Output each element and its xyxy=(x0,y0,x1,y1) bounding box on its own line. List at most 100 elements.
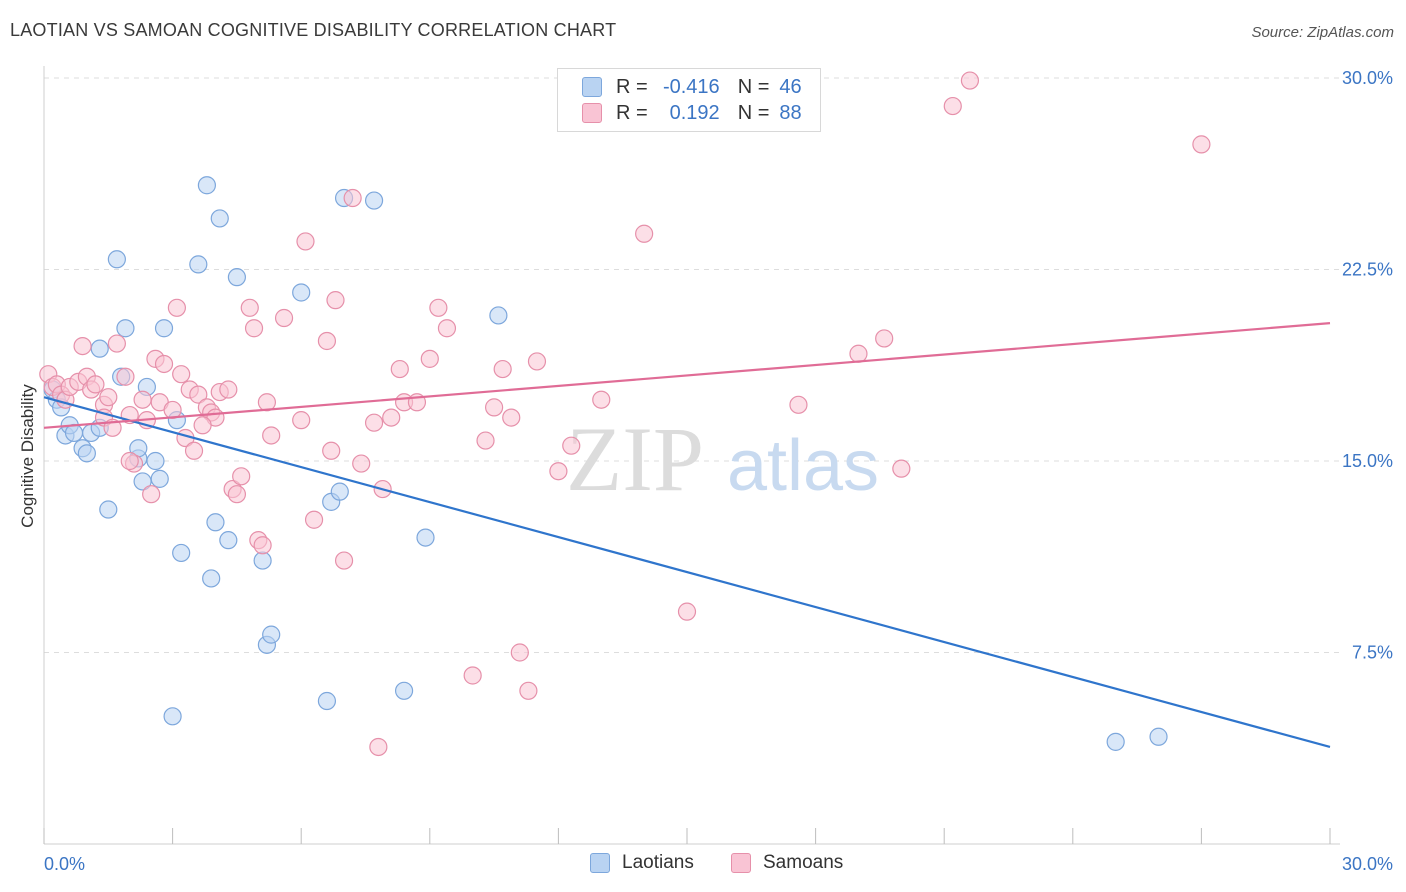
trend-lines xyxy=(43,322,1331,749)
point-samoans xyxy=(292,411,311,430)
legend-r-label: R = xyxy=(616,101,648,124)
point-samoans xyxy=(172,365,191,384)
point-samoans xyxy=(892,459,911,478)
point-laotians xyxy=(107,250,126,269)
point-samoans xyxy=(519,681,538,700)
point-samoans xyxy=(352,454,371,473)
trend-line-samoans xyxy=(43,322,1331,429)
point-laotians xyxy=(150,469,169,488)
legend-n-label: N = xyxy=(737,101,770,124)
legend-n-label: N = xyxy=(737,75,770,98)
point-laotians xyxy=(64,423,84,443)
point-samoans xyxy=(390,359,409,379)
point-samoans xyxy=(193,416,212,435)
axes xyxy=(43,66,1340,845)
point-samoans xyxy=(322,441,341,460)
point-laotians xyxy=(172,543,191,563)
point-samoans xyxy=(789,395,808,414)
legend-row-samoans: R = 0.192 N = 88 xyxy=(582,100,820,126)
y-tick-label: 22.5% xyxy=(1342,260,1393,280)
point-laotians xyxy=(163,707,182,726)
legend-label-laotians: Laotians xyxy=(622,852,694,873)
point-samoans xyxy=(1192,135,1211,154)
point-samoans xyxy=(154,354,174,374)
point-laotians xyxy=(206,513,225,532)
point-samoans xyxy=(677,602,697,621)
x-tick-label: 0.0% xyxy=(44,854,85,874)
point-laotians xyxy=(394,681,414,700)
point-samoans xyxy=(510,643,529,662)
point-samoans xyxy=(549,462,568,481)
gridlines xyxy=(44,77,1340,653)
point-laotians xyxy=(210,209,229,228)
watermark-zip: ZIP xyxy=(566,408,704,510)
source-credit: Source: ZipAtlas.com xyxy=(1251,24,1394,41)
trend-line-laotians xyxy=(43,396,1331,749)
point-samoans xyxy=(304,510,324,529)
point-laotians xyxy=(364,191,384,210)
point-samoans xyxy=(184,441,204,460)
point-samoans xyxy=(562,436,581,455)
point-samoans xyxy=(240,298,259,317)
point-laotians xyxy=(1106,732,1125,751)
legend-r-value: -0.416 xyxy=(662,75,720,98)
legend-n-value: 88 xyxy=(779,101,802,124)
point-samoans xyxy=(527,352,547,371)
stats-legend: R = -0.416 N = 46 R = 0.192 N = 88 xyxy=(557,68,821,132)
legend-swatch-pink xyxy=(731,853,751,873)
point-samoans xyxy=(592,390,611,409)
legend-swatch-blue xyxy=(582,77,602,97)
point-samoans xyxy=(133,390,152,409)
point-samoans xyxy=(142,485,161,504)
legend-n-value: 46 xyxy=(779,75,802,98)
point-samoans xyxy=(326,291,345,310)
legend-item-laotians: Laotians xyxy=(590,852,694,874)
series-legend: Laotians Samoans xyxy=(0,852,1406,878)
y-tick-label: 7.5% xyxy=(1352,643,1393,663)
point-laotians xyxy=(219,531,238,550)
y-tick-label: 15.0% xyxy=(1342,451,1393,471)
point-samoans xyxy=(73,337,92,356)
point-samoans xyxy=(219,380,238,399)
point-samoans xyxy=(257,393,277,412)
point-samoans xyxy=(343,188,362,208)
point-laotians xyxy=(146,451,165,471)
point-samoans xyxy=(253,536,272,555)
point-samoans xyxy=(86,375,105,394)
legend-swatch-blue xyxy=(590,853,610,873)
point-laotians xyxy=(416,528,435,547)
point-laotians xyxy=(1149,727,1168,746)
point-laotians xyxy=(227,268,246,287)
legend-row-laotians: R = -0.416 N = 46 xyxy=(582,74,820,100)
point-laotians xyxy=(489,306,508,325)
data-points xyxy=(39,71,1211,757)
point-samoans xyxy=(485,398,504,417)
point-samoans xyxy=(875,329,894,348)
point-samoans xyxy=(296,232,315,251)
point-laotians xyxy=(253,551,272,570)
point-samoans xyxy=(493,359,512,379)
point-samoans xyxy=(364,413,384,432)
point-laotians xyxy=(330,482,349,501)
point-samoans xyxy=(232,467,251,486)
legend-label-samoans: Samoans xyxy=(763,852,844,873)
tick-labels: 7.5% 15.0% 22.5% 30.0% 0.0% 30.0% xyxy=(44,68,1393,874)
point-laotians xyxy=(317,691,337,711)
point-samoans xyxy=(99,388,118,407)
x-tick-label: 30.0% xyxy=(1342,854,1393,874)
point-samoans xyxy=(429,298,448,317)
point-samoans xyxy=(167,298,186,317)
point-samoans xyxy=(463,666,482,685)
legend-r-label: R = xyxy=(616,75,648,98)
point-samoans xyxy=(189,385,208,404)
point-samoans xyxy=(274,308,294,328)
point-samoans xyxy=(369,737,388,757)
point-samoans xyxy=(420,349,439,368)
watermark-atlas: atlas xyxy=(727,426,879,506)
chart-title: LAOTIAN VS SAMOAN COGNITIVE DISABILITY C… xyxy=(10,20,617,40)
point-samoans xyxy=(244,319,264,338)
point-laotians xyxy=(77,444,96,463)
legend-item-samoans: Samoans xyxy=(731,852,843,874)
point-laotians xyxy=(292,283,311,302)
point-laotians xyxy=(262,625,281,644)
